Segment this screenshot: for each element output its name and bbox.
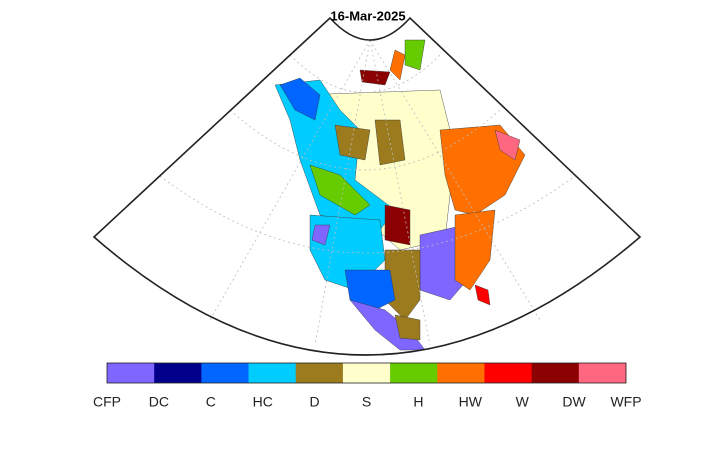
- colorbar-label: HW: [459, 394, 483, 410]
- meridian: [314, 39, 371, 346]
- region: [474, 284, 491, 306]
- colorbar-label: C: [206, 394, 216, 410]
- region: [404, 39, 426, 71]
- parallel: [289, 54, 441, 93]
- colorbar-swatch: [342, 363, 391, 383]
- meridian: [369, 39, 431, 346]
- colorbar-swatch: [390, 363, 438, 383]
- region: [334, 124, 371, 161]
- colorbar-swatch: [531, 363, 580, 383]
- region: [494, 129, 521, 161]
- parallel: [229, 109, 501, 171]
- colorbar-swatch: [295, 363, 344, 383]
- map-title: 16-Mar-2025: [330, 8, 405, 23]
- colorbar-swatch: [248, 363, 297, 383]
- region: [344, 269, 396, 311]
- colorbar-label: WFP: [610, 394, 641, 410]
- meridian: [209, 39, 371, 321]
- colorbar-label: DC: [149, 394, 169, 410]
- colorbar-label: CFP: [93, 394, 121, 410]
- colorbar-label: H: [413, 394, 423, 410]
- colorbar-swatch: [578, 363, 627, 383]
- colorbar: CFP DC C HC D S H HW W DW WFP: [93, 362, 642, 410]
- region: [394, 314, 421, 341]
- colorbar-label: W: [516, 394, 530, 410]
- region: [374, 119, 406, 166]
- region: [454, 209, 496, 291]
- map-frame: [92, 16, 642, 356]
- region: [359, 69, 391, 86]
- region: [309, 164, 371, 216]
- colorbar-label: DW: [562, 394, 586, 410]
- colorbar-swatch: [437, 363, 485, 383]
- region: [389, 49, 406, 81]
- map-regions: [274, 39, 526, 351]
- region: [311, 224, 331, 246]
- colorbar-frame: [106, 362, 627, 384]
- colorbar-label: HC: [253, 394, 273, 410]
- graticule: [159, 39, 576, 346]
- colorbar-swatch: [484, 363, 532, 383]
- region: [279, 77, 321, 121]
- parallel: [159, 175, 576, 254]
- colorbar-swatch: [154, 363, 202, 383]
- colorbar-label: D: [310, 394, 320, 410]
- region: [384, 204, 411, 246]
- colorbar-swatch: [107, 363, 155, 383]
- colorbar-swatch: [201, 363, 249, 383]
- colorbar-label: S: [362, 394, 371, 410]
